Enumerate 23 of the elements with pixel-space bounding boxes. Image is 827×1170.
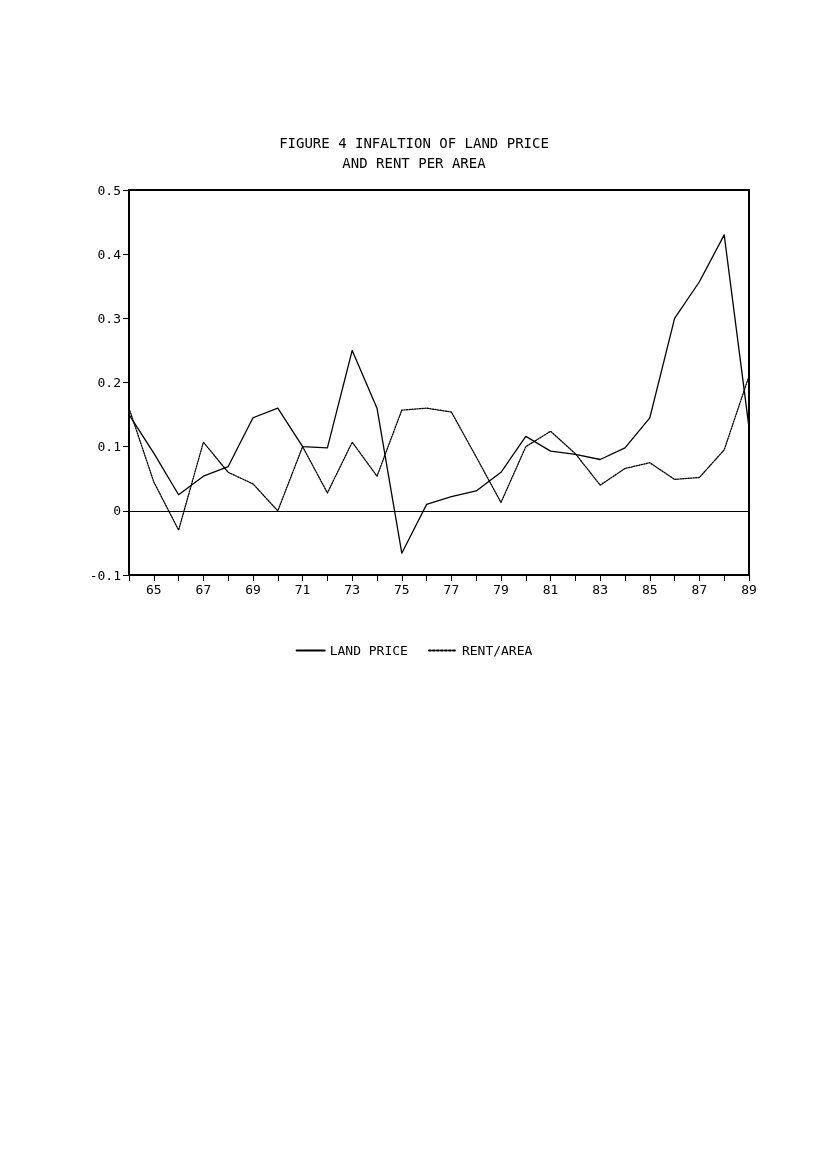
x-tick-label: 71 xyxy=(294,582,311,597)
x-tick-label: 73 xyxy=(344,582,361,597)
x-tick-label: 87 xyxy=(691,582,708,597)
y-tick-label: 0.5 xyxy=(97,182,121,198)
legend-label: RENT/AREA xyxy=(461,643,533,658)
x-tick-label: 83 xyxy=(592,582,609,597)
y-tick-label: 0.2 xyxy=(97,375,121,390)
x-tick-label: 81 xyxy=(542,582,559,597)
x-tick-label: 69 xyxy=(245,582,261,597)
x-tick-label: 85 xyxy=(641,582,658,597)
y-tick-label: 0.3 xyxy=(97,310,121,326)
y-tick-label: 0 xyxy=(113,503,121,519)
x-tick-label: 75 xyxy=(393,582,410,597)
legend-label: LAND PRICE xyxy=(329,643,408,658)
x-tick-label: 65 xyxy=(145,582,162,597)
x-tick-label: 77 xyxy=(443,582,460,597)
x-tick-label: 67 xyxy=(195,582,212,597)
x-tick-label: 89 xyxy=(741,582,757,597)
chart-title: FIGURE 4 INFALTION OF LAND PRICE AND RENT PER AREA xyxy=(279,135,549,171)
x-tick-label: 79 xyxy=(493,582,509,597)
y-tick-label: 0.4 xyxy=(97,246,122,262)
y-tick-label: -0.1 xyxy=(89,567,121,583)
y-tick-label: 0.1 xyxy=(97,439,121,455)
